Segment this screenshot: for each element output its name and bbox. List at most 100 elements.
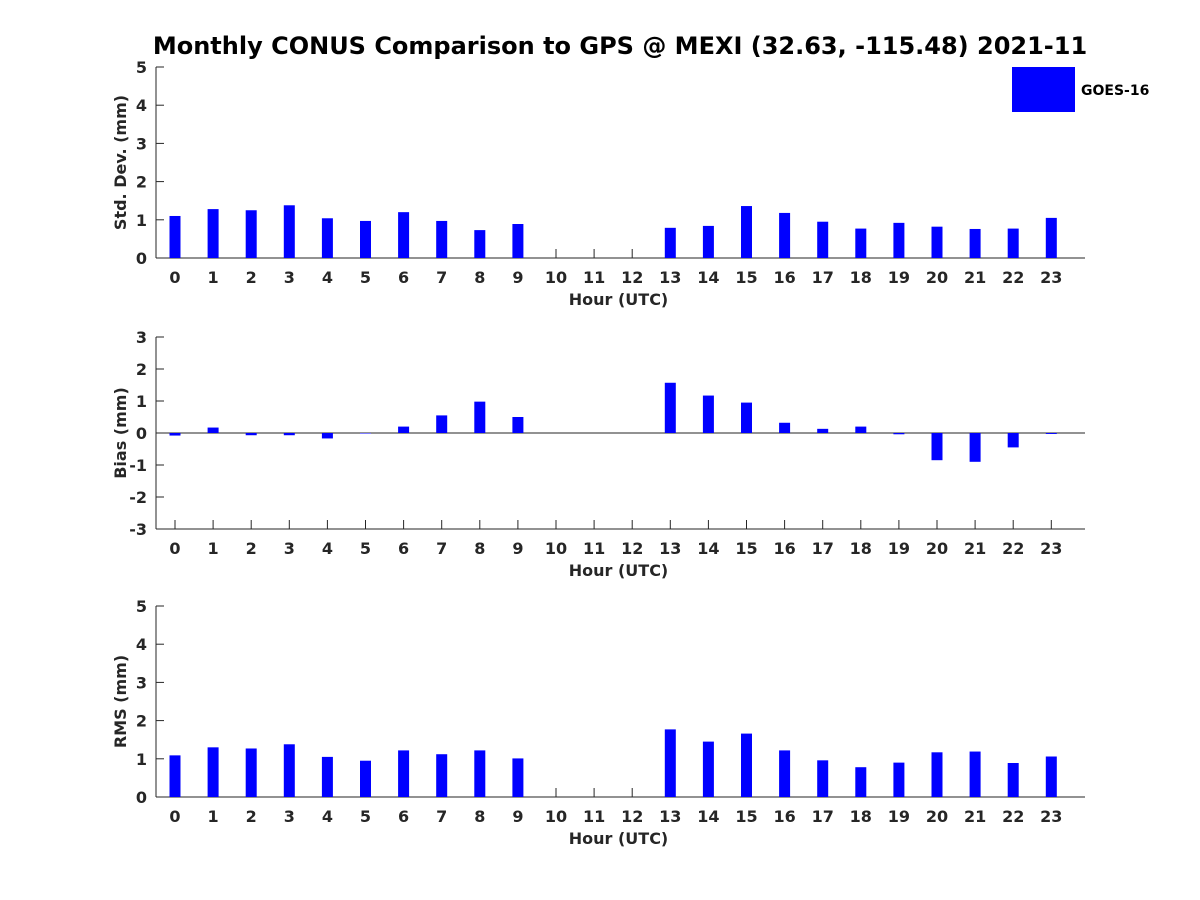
y-tick-label: 4 <box>136 635 147 654</box>
x-tick-label: 21 <box>964 807 986 826</box>
bar-hour-9 <box>512 417 524 433</box>
x-tick-label: 23 <box>1040 539 1062 558</box>
bar-hour-2 <box>245 748 257 797</box>
x-tick-label: 13 <box>659 268 681 287</box>
x-tick-label: 18 <box>850 539 872 558</box>
x-tick-label: 7 <box>436 807 447 826</box>
bar-hour-8 <box>474 401 486 433</box>
bar-hour-17 <box>817 428 829 433</box>
y-tick-label: 1 <box>136 392 147 411</box>
y-tick-label: 2 <box>136 173 147 192</box>
bar-hour-18 <box>855 426 867 433</box>
y-tick-label: 3 <box>136 134 147 153</box>
bar-hour-23 <box>1045 217 1057 258</box>
x-tick-label: 13 <box>659 807 681 826</box>
x-tick-label: 8 <box>474 539 485 558</box>
x-tick-label: 20 <box>926 807 948 826</box>
x-tick-label: 0 <box>169 807 180 826</box>
bar-hour-21 <box>969 433 981 462</box>
y-axis-label: Std. Dev. (mm) <box>111 95 130 230</box>
bar-hour-17 <box>817 760 829 797</box>
bar-hour-5 <box>360 433 371 434</box>
x-tick-label: 4 <box>322 539 333 558</box>
x-tick-label: 2 <box>246 268 257 287</box>
bar-hour-14 <box>702 395 714 433</box>
x-tick-label: 21 <box>964 268 986 287</box>
x-tick-label: 0 <box>169 268 180 287</box>
y-tick-label: 4 <box>136 96 147 115</box>
x-tick-label: 23 <box>1040 807 1062 826</box>
bar-hour-14 <box>702 225 714 258</box>
x-tick-label: 5 <box>360 807 371 826</box>
x-tick-label: 19 <box>888 807 910 826</box>
bar-hour-15 <box>741 206 752 258</box>
bar-hour-16 <box>779 750 791 797</box>
x-tick-label: 20 <box>926 268 948 287</box>
x-tick-label: 22 <box>1002 807 1024 826</box>
bar-hour-6 <box>398 212 410 258</box>
x-tick-label: 11 <box>583 539 605 558</box>
x-tick-label: 1 <box>208 807 219 826</box>
bar-hour-9 <box>512 224 524 258</box>
x-tick-label: 21 <box>964 539 986 558</box>
x-tick-label: 20 <box>926 539 948 558</box>
x-tick-label: 17 <box>812 268 834 287</box>
x-tick-label: 17 <box>812 807 834 826</box>
legend-swatch <box>1012 67 1075 112</box>
x-tick-label: 13 <box>659 539 681 558</box>
bar-hour-18 <box>855 767 867 797</box>
x-tick-label: 9 <box>512 268 523 287</box>
x-tick-label: 7 <box>436 539 447 558</box>
bar-hour-1 <box>207 209 219 258</box>
bar-hour-15 <box>741 733 752 797</box>
bar-hour-2 <box>245 210 257 258</box>
y-tick-label: 3 <box>136 673 147 692</box>
x-tick-label: 17 <box>812 539 834 558</box>
x-tick-label: 5 <box>360 268 371 287</box>
x-tick-label: 12 <box>621 807 643 826</box>
bar-hour-23 <box>1045 433 1057 434</box>
x-tick-label: 18 <box>850 268 872 287</box>
y-tick-label: -2 <box>129 488 147 507</box>
bar-hour-3 <box>283 744 295 797</box>
bar-hour-0 <box>169 215 181 258</box>
x-tick-label: 2 <box>246 807 257 826</box>
x-tick-label: 8 <box>474 268 485 287</box>
bar-hour-21 <box>969 751 981 797</box>
bar-hour-19 <box>893 762 905 797</box>
x-tick-label: 23 <box>1040 268 1062 287</box>
x-tick-label: 16 <box>773 268 795 287</box>
bar-hour-13 <box>664 382 676 433</box>
x-tick-label: 12 <box>621 539 643 558</box>
bar-hour-0 <box>169 433 181 436</box>
bar-hour-4 <box>321 756 333 797</box>
x-tick-label: 16 <box>773 807 795 826</box>
y-tick-label: 5 <box>136 58 147 77</box>
bar-hour-3 <box>283 433 295 436</box>
bar-hour-8 <box>474 750 486 797</box>
bar-hour-1 <box>207 427 219 433</box>
x-tick-label: 3 <box>284 539 295 558</box>
y-tick-label: 0 <box>136 424 147 443</box>
x-tick-label: 5 <box>360 539 371 558</box>
bar-hour-5 <box>360 220 371 258</box>
bar-hour-7 <box>436 754 448 797</box>
bar-hour-8 <box>474 230 486 258</box>
x-tick-label: 11 <box>583 268 605 287</box>
bar-hour-5 <box>360 760 371 797</box>
y-tick-label: 2 <box>136 360 147 379</box>
x-tick-label: 3 <box>284 268 295 287</box>
x-axis-label: Hour (UTC) <box>569 290 669 309</box>
y-axis-label: Bias (mm) <box>111 387 130 479</box>
x-tick-label: 1 <box>208 268 219 287</box>
bar-hour-7 <box>436 415 448 433</box>
chart-title: Monthly CONUS Comparison to GPS @ MEXI (… <box>153 32 1087 60</box>
x-tick-label: 3 <box>284 807 295 826</box>
x-tick-label: 10 <box>545 539 567 558</box>
y-tick-label: 1 <box>136 750 147 769</box>
